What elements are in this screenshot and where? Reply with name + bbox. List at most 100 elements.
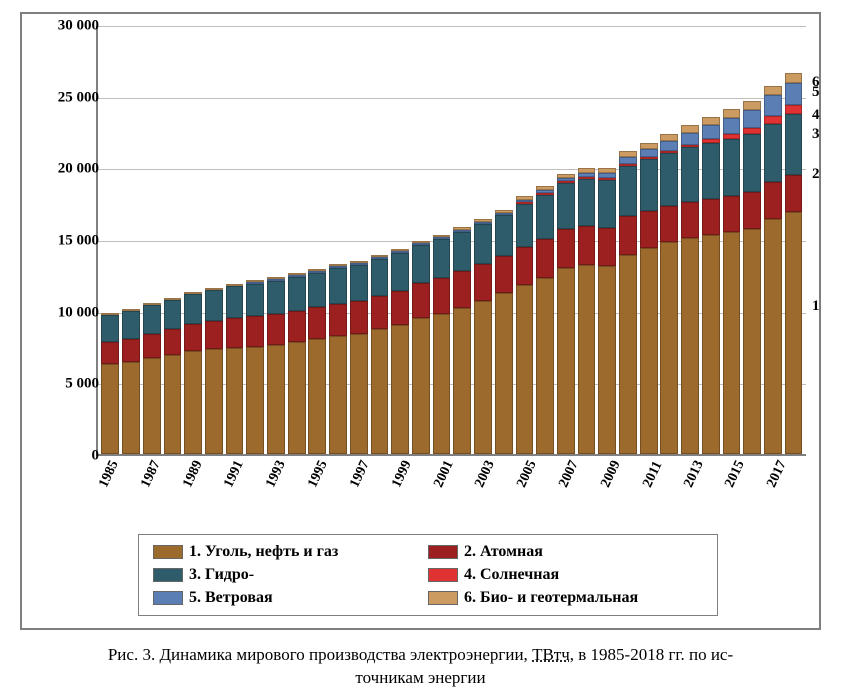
- bar-segment-wind: [640, 149, 658, 158]
- bar: [660, 134, 678, 454]
- bar-segment-fossil: [288, 342, 306, 454]
- bar-segment-biogeo: [743, 101, 761, 110]
- bar-segment-nuclear: [122, 339, 140, 362]
- legend-item-nuclear: 2. Атомная: [428, 543, 703, 562]
- bar-segment-nuclear: [598, 228, 616, 266]
- bar-segment-hydro: [619, 166, 637, 216]
- bar-column: [141, 26, 162, 454]
- bar-column: [763, 26, 784, 454]
- y-tick-label: 0: [39, 448, 99, 465]
- bar-segment-nuclear: [329, 304, 347, 337]
- bar: [433, 235, 451, 454]
- bar-column: [286, 26, 307, 454]
- bar-segment-hydro: [516, 204, 534, 247]
- series-end-label: 1: [812, 298, 820, 315]
- bar: [640, 143, 658, 454]
- bar-segment-hydro: [143, 305, 161, 334]
- bar-column: [328, 26, 349, 454]
- bar: [122, 309, 140, 454]
- bar-segment-fossil: [743, 229, 761, 454]
- bar-segment-hydro: [598, 180, 616, 228]
- bar: [516, 196, 534, 454]
- y-tick-label: 5 000: [39, 376, 99, 393]
- bar-segment-fossil: [557, 268, 575, 454]
- legend-item-biogeo: 6. Био- и геотермальная: [428, 588, 703, 607]
- legend-item-fossil: 1. Уголь, нефть и газ: [153, 543, 428, 562]
- bar-segment-hydro: [640, 159, 658, 211]
- bar-segment-wind: [723, 118, 741, 134]
- bar-segment-fossil: [350, 334, 368, 454]
- bar-column: [473, 26, 494, 454]
- bar-segment-nuclear: [557, 229, 575, 268]
- bar-segment-hydro: [101, 315, 119, 342]
- bar-segment-hydro: [122, 311, 140, 339]
- bar-column: [390, 26, 411, 454]
- bar-segment-nuclear: [536, 239, 554, 278]
- bar-column: [224, 26, 245, 454]
- bar-column: [700, 26, 721, 454]
- bar-segment-hydro: [453, 232, 471, 271]
- legend-swatch: [153, 568, 183, 582]
- bar-segment-fossil: [536, 278, 554, 454]
- caption-underlined: ТВтч: [532, 645, 570, 664]
- bar-segment-nuclear: [288, 311, 306, 343]
- bar-column: [162, 26, 183, 454]
- bar-column: [348, 26, 369, 454]
- bar-segment-hydro: [433, 239, 451, 278]
- bar-segment-fossil: [640, 248, 658, 454]
- bar-segment-nuclear: [640, 211, 658, 248]
- bar-segment-solar: [764, 116, 782, 123]
- bar-segment-nuclear: [723, 196, 741, 232]
- bar: [226, 284, 244, 454]
- bar-segment-nuclear: [412, 283, 430, 318]
- bar-column: [659, 26, 680, 454]
- bar-segment-hydro: [723, 139, 741, 196]
- bar-segment-nuclear: [184, 324, 202, 351]
- bar-segment-nuclear: [660, 206, 678, 242]
- bar-segment-nuclear: [453, 271, 471, 308]
- bar: [143, 303, 161, 454]
- bar-column: [307, 26, 328, 454]
- y-tick-label: 20 000: [39, 161, 99, 178]
- bar: [288, 273, 306, 454]
- bar-segment-nuclear: [226, 318, 244, 348]
- bar-segment-hydro: [557, 183, 575, 229]
- bar-segment-fossil: [143, 358, 161, 454]
- bar-segment-fossil: [164, 355, 182, 454]
- bar: [723, 109, 741, 454]
- bar-segment-fossil: [226, 348, 244, 454]
- bar-segment-hydro: [371, 259, 389, 296]
- bar-segment-nuclear: [391, 291, 409, 325]
- legend-swatch: [428, 568, 458, 582]
- bar: [578, 168, 596, 454]
- series-end-label: 2: [812, 166, 820, 183]
- bar-segment-wind: [619, 157, 637, 164]
- legend-label: 2. Атомная: [464, 543, 543, 561]
- bar-column: [204, 26, 225, 454]
- bar-column: [431, 26, 452, 454]
- bar-segment-wind: [681, 133, 699, 145]
- legend-swatch: [428, 545, 458, 559]
- bar-column: [680, 26, 701, 454]
- bar-column: [618, 26, 639, 454]
- bar-segment-nuclear: [474, 264, 492, 301]
- legend-item-solar: 4. Солнечная: [428, 566, 703, 585]
- bar-segment-hydro: [495, 215, 513, 257]
- bar-column: [514, 26, 535, 454]
- bar-segment-biogeo: [660, 134, 678, 141]
- bar-segment-fossil: [660, 242, 678, 454]
- bar-segment-biogeo: [764, 86, 782, 95]
- bar-segment-nuclear: [785, 175, 803, 212]
- bar: [681, 125, 699, 454]
- series-end-label: 3: [812, 126, 820, 143]
- bar-segment-hydro: [329, 268, 347, 303]
- bar-segment-wind: [764, 95, 782, 116]
- bar-column: [493, 26, 514, 454]
- bar: [557, 174, 575, 454]
- bar-segment-fossil: [681, 238, 699, 454]
- bar-segment-nuclear: [350, 301, 368, 334]
- bar-segment-fossil: [391, 325, 409, 454]
- legend: 1. Уголь, нефть и газ2. Атомная3. Гидро-…: [138, 534, 718, 616]
- bar-segment-hydro: [743, 134, 761, 192]
- bar: [246, 280, 264, 454]
